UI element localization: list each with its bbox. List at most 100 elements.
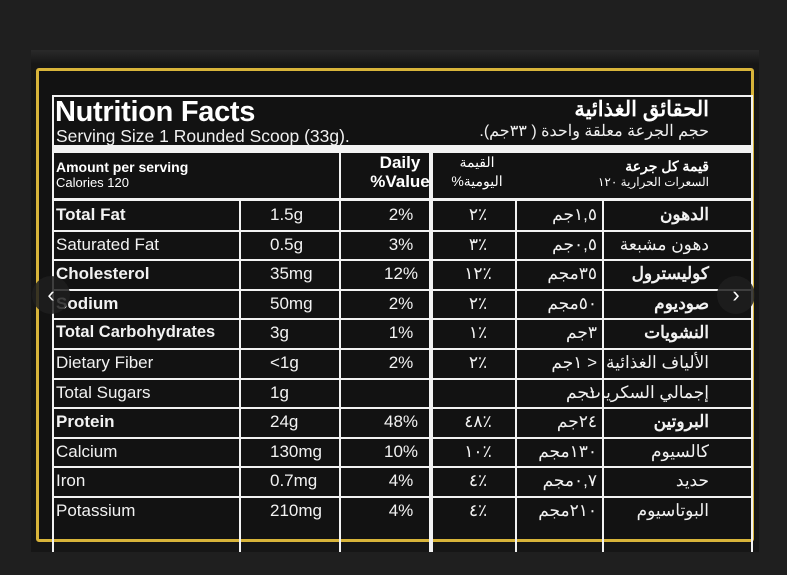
col-sep-2 <box>339 153 341 552</box>
nutrient-daily-value: 2% <box>388 293 414 313</box>
nutrient-name: Potassium <box>56 501 136 520</box>
nutrient-daily-value: 3% <box>388 234 414 254</box>
nutrient-amount: 210mg <box>270 501 322 520</box>
nutrient-amount: 0.5g <box>270 234 304 254</box>
calories-ar-label: السعرات الحرارية ١٢٠ <box>597 175 709 189</box>
nutrient-name-ar: حديد <box>675 471 709 491</box>
col-sep-3 <box>429 153 433 552</box>
thick-rule <box>52 145 753 153</box>
nutrient-name-ar: البوتاسيوم <box>636 501 709 520</box>
nutrient-daily-value: 1% <box>388 323 414 343</box>
nutrition-title-ar: الحقائق الغذائية <box>574 98 709 121</box>
nutrient-name: Cholesterol <box>56 264 150 284</box>
nutrient-amount: <1g <box>270 353 299 372</box>
daily-value-line2: %Value <box>370 172 430 191</box>
nutrient-daily-value: 12% <box>383 264 419 284</box>
row-divider <box>52 318 753 321</box>
nutrient-amount-ar: ١٣٠مجم <box>538 441 597 461</box>
row-divider <box>52 348 753 350</box>
row-divider <box>52 288 753 291</box>
col-sep-5 <box>602 198 604 552</box>
nutrition-title: Nutrition Facts <box>55 96 256 128</box>
row-divider <box>52 377 753 380</box>
amount-per-serving: Amount per serving Calories 120 <box>56 159 189 191</box>
nutrient-daily-value-ar: ٪٢ <box>468 293 488 313</box>
chevron-left-icon: ‹ <box>47 282 55 307</box>
row-divider <box>52 436 753 439</box>
nutrient-name: Protein <box>56 412 115 432</box>
row-divider <box>52 466 753 469</box>
row-divider <box>52 496 753 498</box>
nutrient-amount-ar: ١جم <box>566 382 597 402</box>
nutrient-amount-ar: ٣جم <box>566 323 597 343</box>
nutrient-daily-value-ar: ٪٢ <box>468 353 488 372</box>
nutrient-name-ar: البروتين <box>653 412 709 432</box>
nutrient-amount: 35mg <box>270 264 313 284</box>
col-sep-4 <box>515 198 517 552</box>
nutrient-daily-value: 2% <box>388 353 414 372</box>
daily-value-ar-line1: القيمة <box>459 154 495 170</box>
amount-per-serving-label: Amount per serving <box>56 159 189 175</box>
chevron-right-icon: › <box>732 282 740 307</box>
nutrient-daily-value: 2% <box>388 205 414 224</box>
nutrient-amount: 1.5g <box>270 205 304 224</box>
nutrient-name: Total Carbohydrates <box>56 323 216 342</box>
nutrient-daily-value-ar: ٪١٠ <box>464 441 492 461</box>
daily-value-line1: Daily <box>379 153 421 172</box>
prev-image-button[interactable]: ‹ <box>32 276 70 314</box>
nutrient-name-ar: دهون مشبعة <box>619 234 709 254</box>
nutrient-daily-value-ar: ٪١ <box>468 323 488 343</box>
nutrient-name-ar: النشويات <box>644 323 709 343</box>
nutrient-name-ar: إجمالي السكريات <box>584 382 709 402</box>
nutrient-amount-ar: ٢١٠مجم <box>538 501 597 520</box>
nutrient-name: Dietary Fiber <box>56 353 154 372</box>
nutrient-name-ar: صوديوم <box>654 293 709 313</box>
nutrition-table-border <box>52 95 753 552</box>
daily-value-header: Daily %Value <box>345 153 455 191</box>
row-divider <box>52 407 753 410</box>
nutrient-amount: 24g <box>270 412 299 432</box>
nutrient-daily-value: 4% <box>388 501 414 520</box>
daily-value-ar-line2: اليومية% <box>451 173 503 189</box>
nutrient-daily-value-ar: ٪٤ <box>468 471 488 491</box>
nutrient-name-ar: الألياف الغذائية <box>606 353 709 372</box>
nutrient-name: Total Fat <box>56 205 126 224</box>
nutrient-amount: 130mg <box>270 441 322 461</box>
nutrient-amount: 50mg <box>270 293 313 313</box>
nutrient-amount: 3g <box>270 323 289 343</box>
nutrient-amount-ar: ٥٠مجم <box>547 293 597 313</box>
label-photo: Nutrition Facts Serving Size 1 Rounded S… <box>31 50 759 552</box>
nutrient-amount-ar: ٠,٥جم <box>552 234 597 254</box>
nutrient-daily-value: 4% <box>388 471 414 491</box>
row-divider <box>52 259 753 262</box>
nutrient-amount-ar: < ١جم <box>551 353 597 372</box>
nutrient-name-ar: كوليسترول <box>631 264 709 284</box>
header-rule <box>52 198 753 201</box>
nutrient-daily-value-ar: ٪٤٨ <box>464 412 492 432</box>
serving-size: Serving Size 1 Rounded Scoop (33g). <box>56 126 350 146</box>
nutrient-daily-value-ar: ٪٣ <box>468 234 488 254</box>
nutrient-name: Saturated Fat <box>56 234 160 254</box>
nutrient-daily-value-ar: ٪٢ <box>468 205 488 224</box>
calories-label: Calories 120 <box>56 175 129 190</box>
nutrient-amount: 1g <box>270 382 289 402</box>
serving-size-ar: حجم الجرعة معلقة واحدة ( ٣٣جم). <box>479 123 709 140</box>
nutrient-name: Calcium <box>56 441 118 461</box>
amount-ar-label: قيمة كل جرعة <box>625 158 709 174</box>
nutrient-name-ar: كالسيوم <box>650 441 709 461</box>
nutrient-name-ar: الدهون <box>659 205 709 224</box>
nutrient-amount-ar: ٣٥مجم <box>547 264 597 284</box>
row-divider <box>52 229 753 232</box>
nutrient-name: Total Sugars <box>56 382 151 402</box>
gold-frame: Nutrition Facts Serving Size 1 Rounded S… <box>36 68 754 552</box>
nutrient-daily-value: 48% <box>383 412 419 432</box>
nutrient-amount-ar: ١,٥جم <box>552 205 597 224</box>
daily-value-header-ar: القيمة اليومية% <box>442 153 512 191</box>
nutrient-name: Sodium <box>56 293 119 313</box>
next-image-button[interactable]: › <box>717 276 755 314</box>
nutrient-amount-ar: ٢٤جم <box>556 412 597 432</box>
nutrient-amount: 0.7mg <box>270 471 318 491</box>
nutrient-daily-value-ar: ٪٤ <box>468 501 488 520</box>
amount-per-serving-ar: قيمة كل جرعة السعرات الحرارية ١٢٠ <box>598 159 709 190</box>
col-sep-1 <box>239 198 241 552</box>
